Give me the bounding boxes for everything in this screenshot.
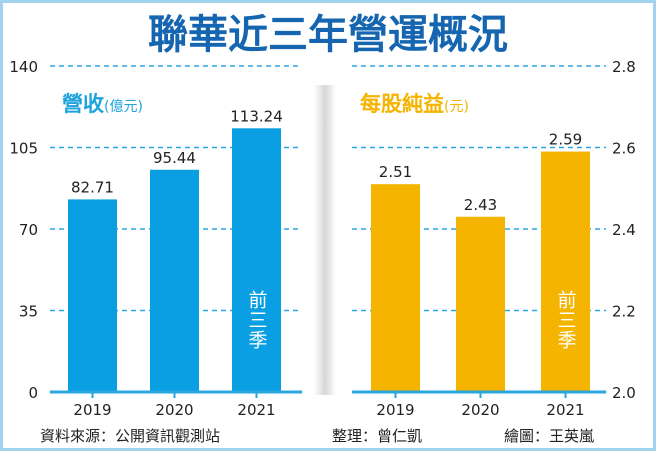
editor-note: 整理：曾仁凱 <box>332 427 422 445</box>
x-tick-label: 2020 <box>461 401 499 419</box>
bar-2020 <box>150 169 199 392</box>
value-label: 2.43 <box>464 196 497 214</box>
y-tick-label: 2.2 <box>612 303 636 321</box>
source-note: 資料來源：公開資訊觀測站 <box>40 427 220 445</box>
y-tick-label: 2.6 <box>612 140 636 158</box>
artist-note: 繪圖：王英嵐 <box>504 427 594 445</box>
y-tick-label: 105 <box>9 140 38 158</box>
value-label: 82.71 <box>71 178 114 196</box>
bar-2020 <box>456 216 505 392</box>
y-tick-label: 2.4 <box>612 221 636 239</box>
value-label: 2.51 <box>379 163 412 181</box>
x-tick-label: 2021 <box>546 401 584 419</box>
bar-2021 <box>541 151 590 392</box>
y-tick-label: 70 <box>19 221 38 239</box>
y-tick-label: 140 <box>9 58 38 76</box>
x-tick-label: 2019 <box>376 401 414 419</box>
value-label: 95.44 <box>153 149 196 167</box>
x-tick-label: 2019 <box>73 401 111 419</box>
panel-title-text: 營收 <box>62 92 104 116</box>
value-label: 2.59 <box>549 131 582 149</box>
panel-title: 營收(億元) <box>62 92 143 116</box>
value-label: 113.24 <box>230 107 283 125</box>
x-tick-label: 2020 <box>155 401 193 419</box>
panel-unit: (億元) <box>104 99 143 115</box>
chart-title: 聯華近三年營運概況 <box>148 12 508 58</box>
y-tick-label: 35 <box>19 303 38 321</box>
y-tick-label: 0 <box>28 384 38 402</box>
panel-unit: (元) <box>444 99 469 115</box>
bar-annotation: 前三季 <box>246 290 268 350</box>
y-tick-label: 2.8 <box>612 58 636 76</box>
panel-title-text: 每股純益 <box>360 92 444 116</box>
bar-2021 <box>232 128 281 393</box>
x-tick-label: 2021 <box>237 401 275 419</box>
bar-2019 <box>371 184 420 392</box>
y-tick-label: 2.0 <box>612 384 636 402</box>
panel-separator <box>314 85 336 395</box>
bar-annotation: 前三季 <box>555 290 577 350</box>
panel-title: 每股純益(元) <box>360 92 469 116</box>
bar-2019 <box>68 199 117 392</box>
